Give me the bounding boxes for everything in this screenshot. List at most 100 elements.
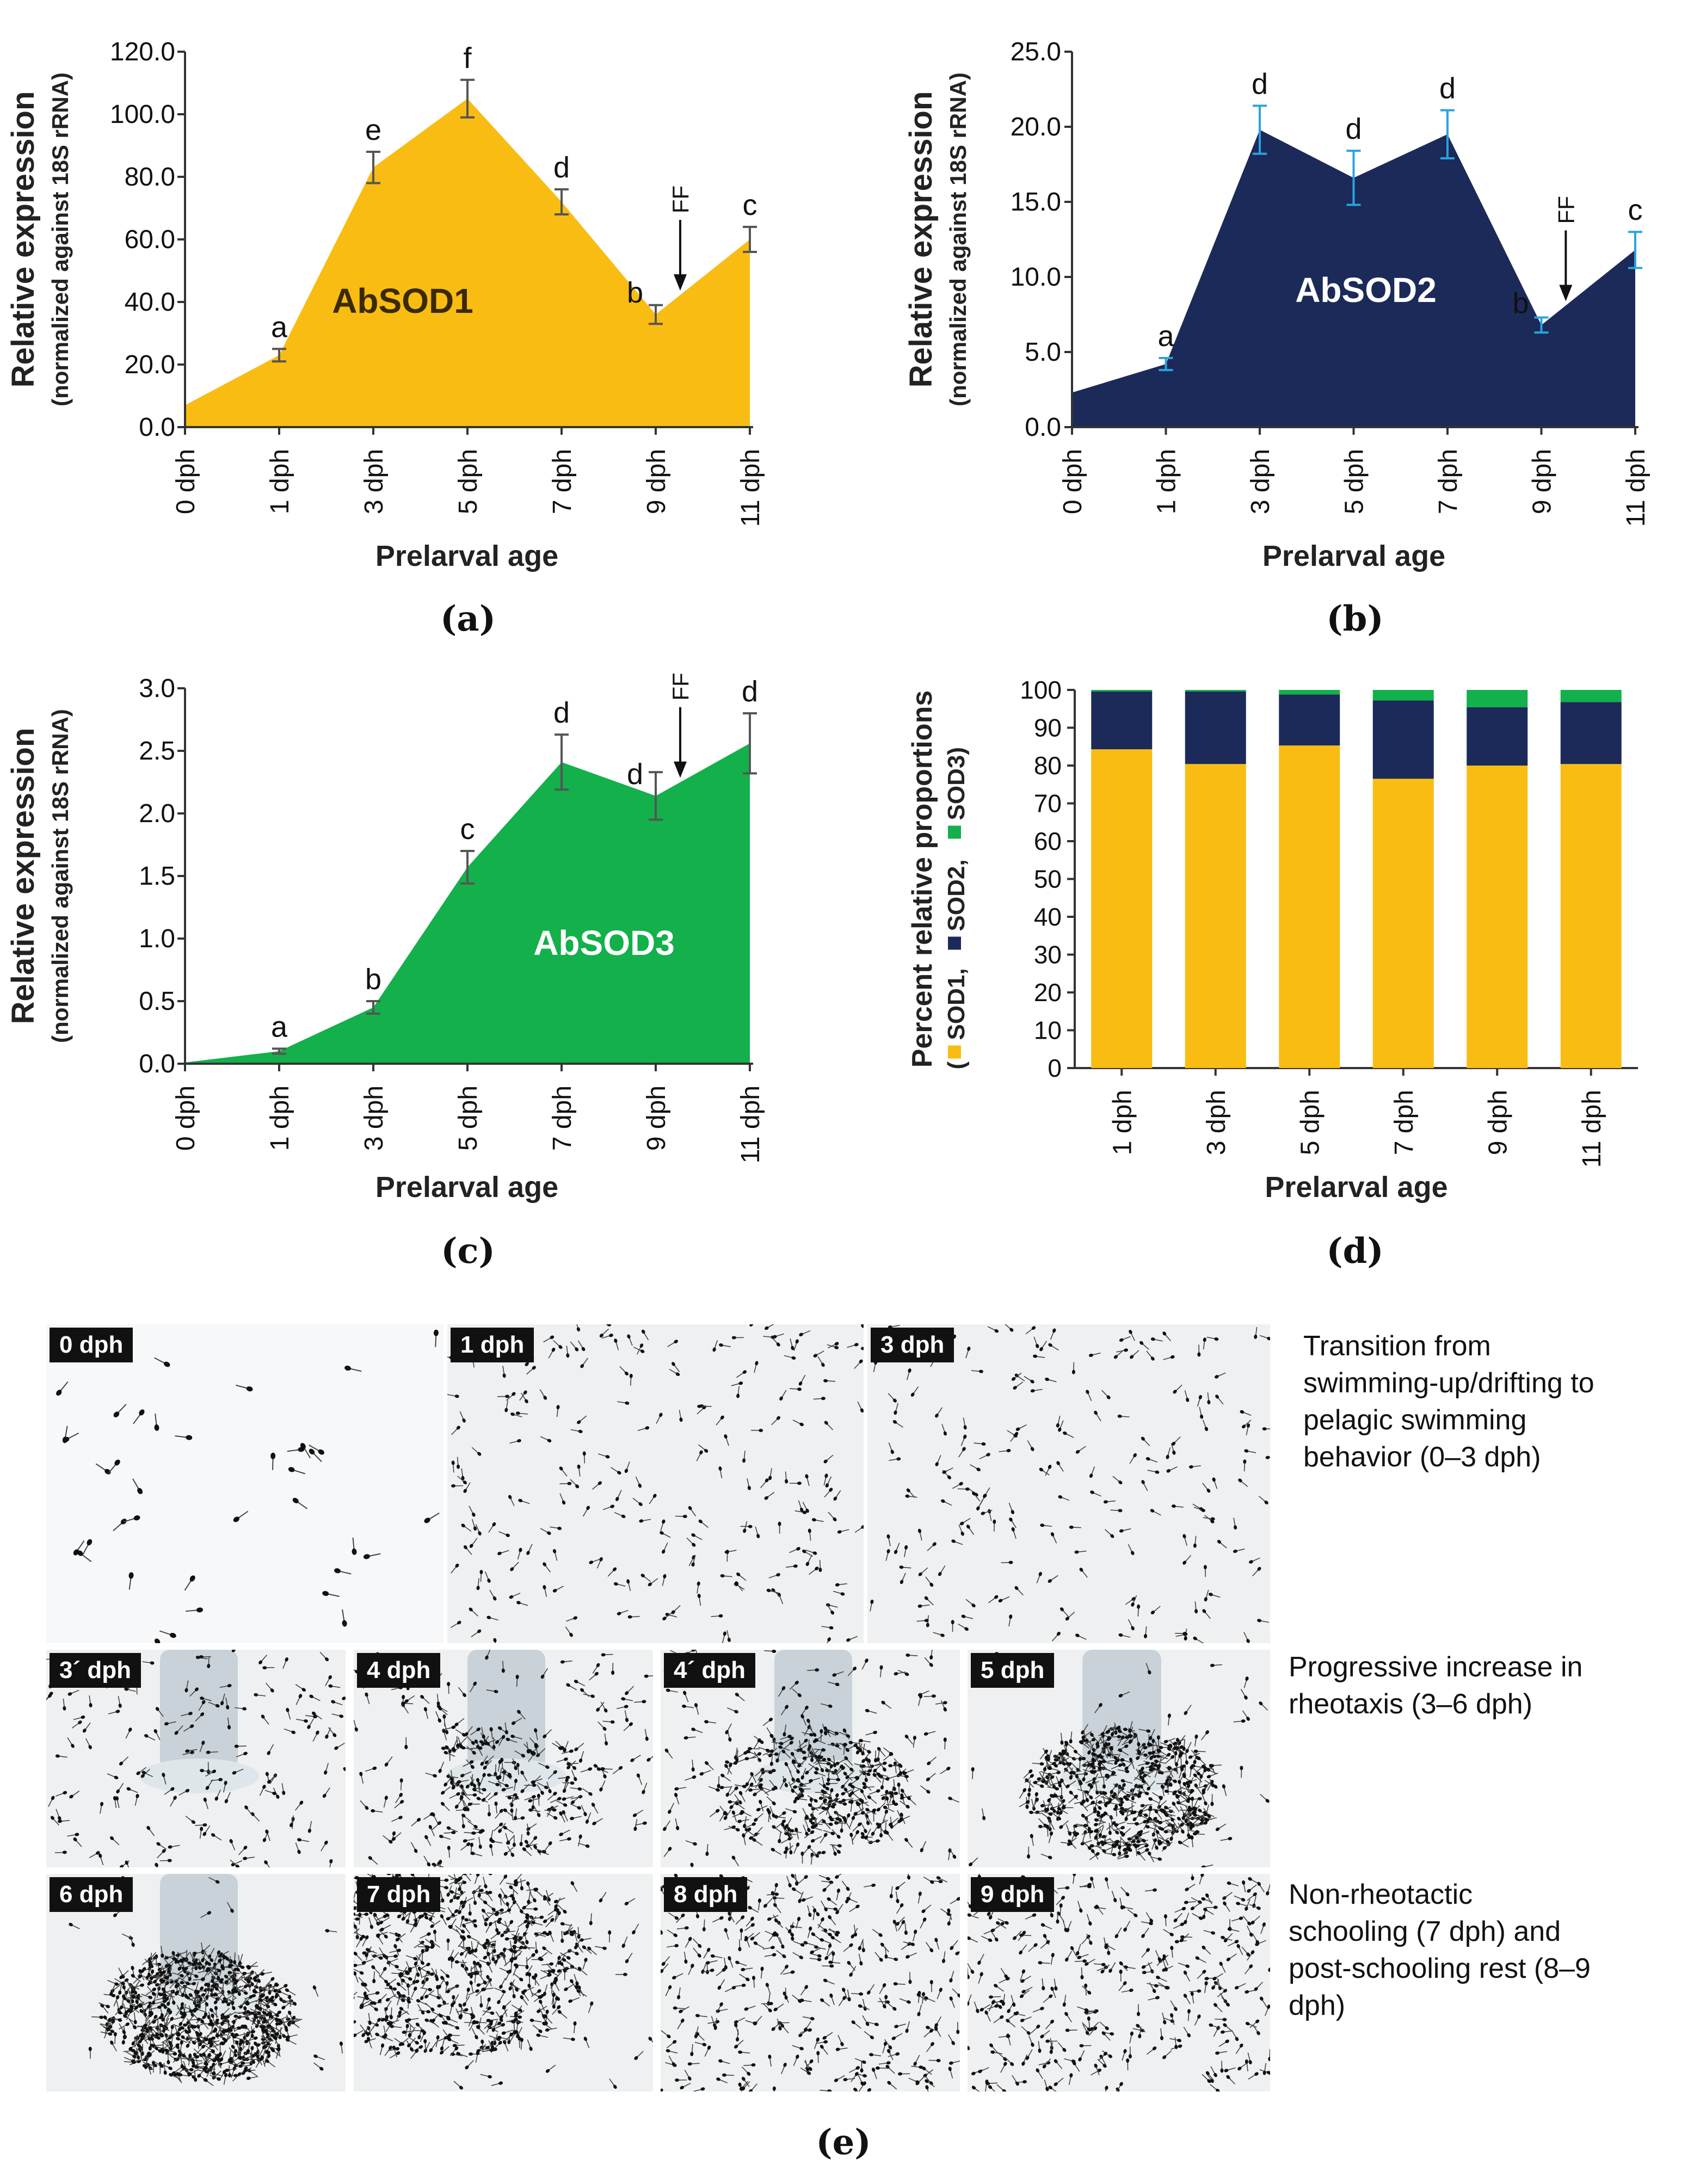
x-tick-label: 5 dph	[1296, 1090, 1325, 1155]
photo-4dph: 4 dph	[354, 1650, 653, 1867]
caption-line: swimming-up/drifting to	[1303, 1367, 1594, 1399]
series-label: AbSOD2	[1295, 270, 1437, 310]
x-axis-title: Prelarval age	[1262, 540, 1445, 572]
chart-b: 0.0 5.0 10.0 15.0 20.0 25.0 0 dph 1 dph 3 dph 5 d…	[903, 38, 1650, 572]
day-tag: 3´ dph	[50, 1653, 141, 1688]
caption-line: post-schooling rest (8–9	[1289, 1953, 1591, 1984]
bar-sod3	[1279, 690, 1340, 695]
legend-paren: (	[943, 1062, 970, 1070]
series-label: AbSOD3	[533, 923, 675, 963]
day-tag: 0 dph	[50, 1328, 133, 1362]
caption-line: Non-rheotactic	[1289, 1879, 1473, 1910]
y-tick-label: 0.0	[139, 413, 175, 442]
y-axis-subtitle: (normalized against 18S rRNA)	[945, 72, 971, 406]
y-axis-title: Relative expression	[5, 728, 41, 1025]
significance-letter: d	[1439, 72, 1456, 105]
significance-letter: d	[553, 151, 570, 184]
photo-0dph: 0 dph	[46, 1324, 443, 1643]
caption-line: Transition from	[1303, 1330, 1491, 1362]
y-tick-label: 2.5	[139, 737, 175, 766]
panel-label-b: (b)	[1326, 599, 1384, 639]
area-series	[185, 98, 750, 427]
panel-label-e: (e)	[816, 2122, 871, 2163]
x-tick-label: 5 dph	[454, 449, 483, 514]
significance-letter: e	[365, 114, 381, 146]
x-tick-label: 7 dph	[1390, 1090, 1419, 1155]
bar-sod3	[1091, 690, 1153, 692]
panel-label-a: (a)	[440, 599, 496, 639]
day-tag: 4 dph	[357, 1653, 441, 1688]
y-tick-label: 0.0	[1025, 413, 1061, 442]
y-tick-label: 20.0	[125, 350, 175, 379]
legend-sod3: SOD3)	[943, 747, 970, 820]
caption-line: Progressive increase in	[1289, 1651, 1583, 1683]
x-axis-title: Prelarval age	[1265, 1171, 1447, 1204]
ff-label: FF	[668, 186, 693, 213]
x-tick-label: 7 dph	[548, 449, 577, 514]
y-axis-title: Relative expression	[903, 91, 939, 388]
bar-sod1	[1560, 764, 1622, 1068]
bar-sod1	[1091, 749, 1153, 1068]
x-tick-label: 9 dph	[1528, 449, 1557, 514]
legend-sod1: SOD1,	[943, 968, 970, 1040]
legend: (SOD1, SOD2, SOD3)	[943, 747, 970, 1069]
bar-sod2	[1091, 691, 1153, 750]
x-tick-label: 3 dph	[1246, 449, 1275, 514]
ff-arrowhead	[673, 274, 687, 291]
y-axis-title: Relative expression	[5, 91, 41, 388]
significance-letter: c	[743, 189, 757, 221]
y-axis-subtitle: (normalized against 18S rRNA)	[47, 72, 73, 406]
y-tick-label: 0.5	[139, 987, 175, 1016]
significance-letter: b	[1512, 287, 1529, 319]
significance-letter: b	[627, 276, 643, 309]
significance-letter: b	[365, 963, 381, 996]
ff-arrowhead	[1559, 285, 1573, 301]
y-tick-label: 30	[1034, 941, 1062, 969]
x-tick-label: 3 dph	[360, 1085, 389, 1151]
significance-letter: d	[742, 675, 758, 708]
day-tag: 1 dph	[451, 1328, 534, 1362]
bar-sod1	[1185, 764, 1246, 1068]
legend-swatch-sod1	[948, 1045, 961, 1059]
caption-line: pelagic swimming	[1303, 1404, 1527, 1436]
y-tick-label: 80	[1034, 751, 1062, 780]
x-tick-label: 9 dph	[1483, 1090, 1512, 1155]
fish-larvae-photo-6dph	[46, 1874, 346, 2092]
photo-8dph: 8 dph	[661, 1874, 960, 2092]
significance-letter: a	[1157, 320, 1174, 353]
y-axis-subtitle: (normalized against 18S rRNA)	[47, 709, 73, 1043]
y-tick-label: 20	[1034, 978, 1062, 1007]
photo-7dph: 7 dph	[354, 1874, 653, 2092]
legend-swatch-sod3	[948, 825, 961, 839]
caption-phase-2: Progressive increase in rheotaxis (3–6 d…	[1289, 1649, 1582, 1723]
day-tag: 4´ dph	[664, 1653, 755, 1688]
fish-larvae-photo-4prime-dph	[661, 1650, 960, 1867]
photo-3prime-dph: 3´ dph	[46, 1650, 346, 1867]
photo-5dph: 5 dph	[968, 1650, 1270, 1867]
caption-line: behavior (0–3 dph)	[1303, 1441, 1541, 1473]
y-tick-label: 120.0	[110, 38, 175, 66]
y-tick-label: 40	[1034, 903, 1062, 931]
y-tick-label: 3.0	[139, 674, 175, 703]
caption-phase-3: Non-rheotactic schooling (7 dph) and pos…	[1289, 1876, 1591, 2024]
fish-larvae-photo-3dph	[867, 1324, 1270, 1643]
x-tick-label: 5 dph	[454, 1085, 483, 1151]
significance-letter: a	[271, 1010, 288, 1043]
bar-sod2	[1467, 707, 1528, 766]
bar-sod1	[1467, 766, 1528, 1068]
bar-sod3	[1185, 690, 1246, 692]
x-tick-label: 0 dph	[171, 1085, 200, 1151]
x-tick-label: 1 dph	[1153, 449, 1181, 514]
x-tick-label: 9 dph	[642, 1085, 671, 1151]
x-tick-label: 1 dph	[266, 449, 294, 514]
x-tick-label: 1 dph	[266, 1085, 294, 1151]
significance-letter: f	[463, 42, 472, 75]
significance-letter: c	[1628, 194, 1643, 226]
caption-line: dph)	[1289, 1990, 1346, 2021]
legend-swatch-sod2	[948, 936, 961, 950]
y-tick-label: 90	[1034, 714, 1062, 742]
photo-1dph: 1 dph	[447, 1324, 864, 1643]
x-tick-label: 3 dph	[1202, 1090, 1231, 1155]
caption-line: rheotaxis (3–6 dph)	[1289, 1688, 1533, 1720]
